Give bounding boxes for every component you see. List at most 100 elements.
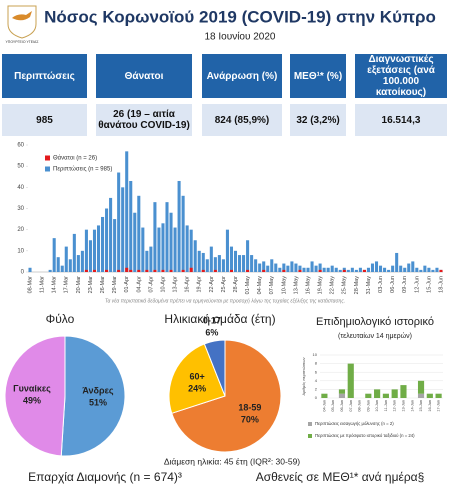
bar [165, 202, 169, 272]
stat-value: 824 (85,9%) [202, 104, 282, 136]
bar [322, 267, 326, 272]
bar [84, 269, 88, 272]
x-tick-label: 07-Apr [148, 276, 154, 293]
bar [395, 252, 399, 272]
logo-island [12, 11, 32, 21]
bar [217, 255, 221, 272]
bar [193, 240, 197, 272]
y-tick-label: 2 [315, 386, 318, 391]
x-tick-label: 07-May [269, 276, 275, 295]
bar [374, 389, 381, 398]
legend-label: Περιπτώσεις εισαγωγής μόλυνσης (n = 2) [315, 421, 394, 426]
bar [431, 269, 435, 272]
bar [417, 393, 425, 398]
bar [282, 263, 286, 272]
bar [334, 267, 338, 272]
pie-slice [171, 339, 282, 453]
x-tick-label: 16-Apr [185, 276, 191, 293]
bar [366, 267, 370, 272]
bar [153, 202, 157, 272]
x-tick-label: 08-Mar [27, 276, 33, 294]
bar [60, 265, 64, 272]
y-tick-label: 40 [17, 185, 24, 191]
x-tick-label: 03-Jun [378, 276, 384, 293]
bar [387, 269, 391, 272]
bar [415, 267, 419, 272]
bar [435, 393, 442, 398]
bar [141, 227, 145, 272]
legend-label: Θάνατοι (n = 26) [53, 155, 97, 162]
x-tick-label: 25-Apr [221, 276, 227, 293]
bar [197, 250, 201, 272]
bar [189, 267, 193, 272]
bar [173, 227, 177, 272]
x-tick-label: 28-Apr [233, 276, 239, 293]
bar [246, 240, 250, 272]
bar [370, 263, 375, 272]
bar [330, 265, 334, 272]
bar [76, 255, 80, 272]
bar [266, 265, 270, 272]
pie-slice [203, 339, 226, 397]
legend-swatch [308, 422, 312, 426]
bar [237, 255, 242, 272]
bar [427, 267, 431, 272]
bar [157, 227, 161, 272]
bar [298, 269, 302, 272]
bar [290, 261, 294, 272]
bar [56, 257, 60, 272]
bar [407, 263, 411, 272]
y-tick-label: 10 [313, 352, 318, 357]
bar [274, 263, 278, 272]
bar [48, 269, 52, 272]
bar [181, 195, 185, 272]
chart-title: Ηλικιακή ομάδα (έτη) [164, 312, 275, 326]
x-tick-label: 07-Jun [349, 400, 353, 412]
x-tick-label: 10-Jun [375, 400, 379, 412]
bar [201, 252, 205, 272]
bar [246, 269, 250, 272]
bar [262, 261, 266, 272]
x-tick-label: 19-May [318, 276, 324, 295]
bar [338, 393, 346, 398]
bar [169, 269, 173, 272]
chart-subtitle: (τελευταίων 14 ημερών) [338, 332, 412, 340]
bar [362, 269, 366, 272]
bar [209, 246, 213, 272]
slice-label: Άνδρες [82, 385, 113, 395]
x-tick-label: 06-Jun [390, 276, 396, 293]
bar [84, 229, 88, 272]
y-tick-label: 10 [17, 248, 24, 254]
bar [435, 267, 439, 272]
stat-value: 26 (19 – αιτία θανάτου COVID-19) [96, 104, 192, 136]
date: 18 Ιουνίου 2020 [205, 31, 276, 43]
slice-value: 6% [205, 328, 218, 338]
x-tick-label: 09-Jun [402, 276, 408, 293]
bar [262, 269, 266, 272]
x-tick-label: 17-Jun [437, 400, 441, 412]
legend-swatch [45, 166, 50, 172]
bar [92, 269, 97, 272]
bar [350, 267, 354, 272]
x-tick-label: 11-Mar [40, 276, 46, 293]
chart-title: Φύλο [46, 312, 75, 326]
bar [310, 261, 314, 272]
bar [306, 267, 310, 272]
bar [346, 269, 350, 272]
section-heading: Επαρχία Διαμονής (n = 674)³ [28, 470, 182, 484]
title: Νόσος Κορωνοϊού 2019 (COVID-19) στην Κύπ… [44, 7, 436, 26]
x-tick-label: 13-Apr [173, 276, 179, 293]
bar [298, 265, 302, 272]
y-axis-label: Αριθμός περιπτώσεων [302, 357, 306, 395]
x-tick-label: 19-Apr [197, 276, 203, 293]
bar [314, 265, 318, 272]
bar [270, 259, 274, 272]
x-tick-label: 16-Jun [428, 400, 432, 412]
y-tick-label: 50 [17, 164, 24, 170]
bar [149, 246, 153, 272]
x-tick-label: 09-Jun [366, 400, 370, 412]
x-tick-label: 15-Jun [426, 276, 432, 293]
bar [250, 255, 254, 272]
x-tick-label: 05-Jun [331, 400, 335, 412]
bar [88, 240, 92, 272]
